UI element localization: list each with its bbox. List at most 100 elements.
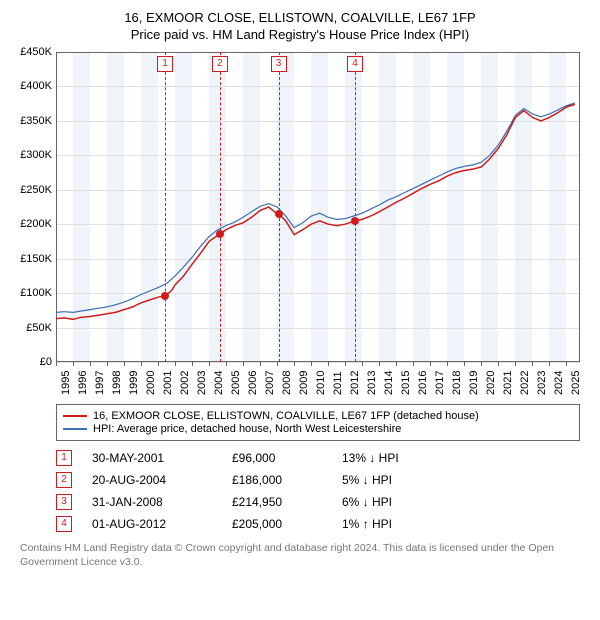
x-axis-label: 2023 [536,371,548,395]
sale-date: 31-JAN-2008 [92,495,212,509]
y-axis-label: £450K [10,46,52,58]
sale-marker-2: 2 [56,472,72,488]
y-axis-label: £0 [10,356,52,368]
sale-delta: 1% ↑ HPI [342,517,452,531]
y-axis-label: £300K [10,149,52,161]
x-tick [345,362,346,366]
x-tick [379,362,380,366]
y-axis-label: £350K [10,115,52,127]
x-axis-label: 2006 [247,371,259,395]
x-tick [328,362,329,366]
sale-date: 20-AUG-2004 [92,473,212,487]
sale-price: £96,000 [232,451,322,465]
x-tick [124,362,125,366]
x-tick [277,362,278,366]
x-tick [413,362,414,366]
series-lines [56,52,580,362]
sale-date: 01-AUG-2012 [92,517,212,531]
x-axis-label: 2000 [145,371,157,395]
x-axis-label: 2008 [281,371,293,395]
legend-swatch-2 [63,428,87,430]
address-title: 16, EXMOOR CLOSE, ELLISTOWN, COALVILLE, … [10,10,590,25]
y-axis-label: £100K [10,287,52,299]
sale-delta: 6% ↓ HPI [342,495,452,509]
x-tick [311,362,312,366]
sale-dot [216,230,224,238]
x-tick [481,362,482,366]
x-tick [243,362,244,366]
x-tick [549,362,550,366]
x-tick [73,362,74,366]
x-axis-label: 2020 [485,371,497,395]
x-axis-label: 1999 [128,371,140,395]
gridline [56,362,580,363]
x-tick [464,362,465,366]
y-axis-label: £150K [10,253,52,265]
x-tick [56,362,57,366]
sale-marker-box: 1 [157,56,173,72]
y-axis-label: £50K [10,322,52,334]
legend: 16, EXMOOR CLOSE, ELLISTOWN, COALVILLE, … [56,404,580,441]
sale-marker-box: 3 [271,56,287,72]
chart: £0 £50K £100K £150K £200K £250K £300K £350K £400… [10,48,590,398]
sale-price: £205,000 [232,517,322,531]
x-axis-label: 2012 [349,371,361,395]
page: 16, EXMOOR CLOSE, ELLISTOWN, COALVILLE, … [0,0,600,620]
x-tick [430,362,431,366]
x-axis-label: 2007 [264,371,276,395]
legend-item-1: 16, EXMOOR CLOSE, ELLISTOWN, COALVILLE, … [63,410,573,422]
x-axis-label: 2004 [213,371,225,395]
x-tick [260,362,261,366]
x-axis-label: 2022 [519,371,531,395]
x-tick [515,362,516,366]
footnote: Contains HM Land Registry data © Crown c… [20,541,580,569]
series-property [56,104,575,319]
sale-dot [351,217,359,225]
sale-price: £214,950 [232,495,322,509]
x-axis-label: 2010 [315,371,327,395]
x-axis-label: 2019 [468,371,480,395]
legend-swatch-1 [63,415,87,417]
x-axis-label: 2001 [162,371,174,395]
x-axis-label: 1997 [94,371,106,395]
x-axis-label: 1998 [111,371,123,395]
y-axis-label: £250K [10,184,52,196]
x-tick [447,362,448,366]
x-tick [175,362,176,366]
x-tick [107,362,108,366]
x-axis-label: 2009 [298,371,310,395]
x-tick [498,362,499,366]
x-axis-label: 2013 [366,371,378,395]
x-axis-label: 2017 [434,371,446,395]
legend-label-2: HPI: Average price, detached house, Nort… [93,423,401,435]
x-tick [141,362,142,366]
subtitle: Price paid vs. HM Land Registry's House … [10,27,590,42]
x-axis-label: 2002 [179,371,191,395]
sale-marker-box: 2 [212,56,228,72]
legend-label-1: 16, EXMOOR CLOSE, ELLISTOWN, COALVILLE, … [93,410,479,422]
x-tick [532,362,533,366]
sale-dot [161,292,169,300]
table-row: 2 20-AUG-2004 £186,000 5% ↓ HPI [56,469,580,491]
x-tick [158,362,159,366]
x-axis-label: 1995 [60,371,72,395]
y-axis-label: £400K [10,80,52,92]
x-axis-label: 1996 [77,371,89,395]
x-tick [90,362,91,366]
sales-table: 1 30-MAY-2001 £96,000 13% ↓ HPI 2 20-AUG… [56,447,580,535]
table-row: 4 01-AUG-2012 £205,000 1% ↑ HPI [56,513,580,535]
sale-marker-1: 1 [56,450,72,466]
x-tick [209,362,210,366]
series-hpi [56,103,575,312]
x-tick [294,362,295,366]
titles: 16, EXMOOR CLOSE, ELLISTOWN, COALVILLE, … [10,10,590,42]
sale-marker-3: 3 [56,494,72,510]
y-axis-label: £200K [10,218,52,230]
sale-marker-4: 4 [56,516,72,532]
sale-date: 30-MAY-2001 [92,451,212,465]
x-axis-label: 2003 [196,371,208,395]
sale-delta: 13% ↓ HPI [342,451,452,465]
x-axis-label: 2024 [553,371,565,395]
x-tick [566,362,567,366]
table-row: 1 30-MAY-2001 £96,000 13% ↓ HPI [56,447,580,469]
